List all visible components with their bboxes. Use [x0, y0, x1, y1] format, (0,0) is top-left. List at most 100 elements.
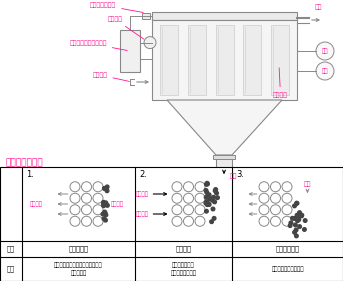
Text: 静圧: 静圧	[322, 68, 328, 74]
Circle shape	[102, 202, 105, 205]
Polygon shape	[167, 100, 282, 155]
Circle shape	[210, 220, 213, 223]
Bar	[216, 155, 232, 169]
Bar	[271, 25, 289, 95]
Circle shape	[209, 197, 212, 201]
Text: 粒子の捕集: 粒子の捕集	[69, 246, 88, 252]
Circle shape	[184, 193, 193, 203]
Circle shape	[70, 193, 80, 203]
Circle shape	[215, 191, 218, 195]
Text: ろ材への再付着がない: ろ材への再付着がない	[271, 266, 304, 272]
Circle shape	[282, 182, 292, 192]
Text: 排気: 排気	[315, 4, 322, 10]
Circle shape	[205, 182, 209, 185]
Circle shape	[271, 193, 281, 203]
Bar	[120, 30, 140, 72]
Bar	[152, 12, 297, 20]
Circle shape	[289, 221, 293, 225]
Circle shape	[271, 205, 281, 215]
Circle shape	[70, 205, 80, 215]
Bar	[152, 20, 297, 100]
Text: 落下: 落下	[304, 181, 311, 187]
Circle shape	[184, 182, 193, 192]
Bar	[215, 25, 234, 95]
Text: フィルタ: フィルタ	[273, 68, 288, 98]
Circle shape	[93, 182, 103, 192]
Circle shape	[298, 211, 301, 214]
Text: 機構: 機構	[7, 246, 15, 252]
Circle shape	[205, 183, 208, 186]
Text: 2.: 2.	[139, 170, 147, 179]
Circle shape	[172, 205, 182, 215]
Circle shape	[93, 205, 103, 215]
Bar	[243, 25, 261, 95]
Circle shape	[295, 201, 298, 205]
Circle shape	[282, 205, 292, 215]
Circle shape	[82, 205, 92, 215]
Text: 1.: 1.	[26, 170, 34, 179]
Circle shape	[293, 217, 297, 220]
Circle shape	[204, 189, 208, 192]
Circle shape	[303, 219, 307, 222]
Text: 清浄空気: 清浄空気	[30, 201, 43, 207]
Circle shape	[295, 201, 299, 205]
Text: ろ材がたわまず
粉塵の飛散がない: ろ材がたわまず 粉塵の飛散がない	[170, 262, 197, 276]
Circle shape	[211, 199, 215, 203]
Circle shape	[296, 219, 299, 223]
Circle shape	[103, 211, 107, 215]
Circle shape	[259, 216, 269, 226]
Circle shape	[205, 203, 209, 207]
Text: 絶圧: 絶圧	[322, 48, 328, 54]
Circle shape	[93, 216, 103, 226]
Circle shape	[70, 216, 80, 226]
Circle shape	[211, 207, 215, 211]
Circle shape	[303, 228, 306, 231]
Circle shape	[204, 195, 208, 199]
Circle shape	[70, 182, 80, 192]
Circle shape	[271, 182, 281, 192]
Circle shape	[195, 216, 205, 226]
Text: 逆洗機構: 逆洗機構	[176, 246, 191, 252]
Text: ろ材が緻密に積結されているため
濡れがない: ろ材が緻密に積結されているため 濡れがない	[54, 262, 103, 276]
Circle shape	[102, 204, 105, 208]
Circle shape	[212, 217, 216, 220]
Circle shape	[104, 218, 107, 222]
Text: 逆洗エア: 逆洗エア	[135, 191, 149, 197]
Circle shape	[104, 201, 108, 205]
Text: 逆洗エアバルブ: 逆洗エアバルブ	[90, 3, 143, 12]
Circle shape	[101, 212, 105, 216]
Circle shape	[102, 217, 106, 221]
Circle shape	[213, 189, 217, 193]
Circle shape	[207, 203, 211, 206]
Circle shape	[216, 196, 219, 200]
Circle shape	[295, 234, 298, 238]
Text: 3.: 3.	[236, 170, 244, 179]
Circle shape	[293, 204, 296, 208]
Circle shape	[288, 224, 292, 227]
Text: 含塵空気: 含塵空気	[110, 201, 123, 207]
Circle shape	[205, 209, 208, 213]
Circle shape	[214, 188, 217, 191]
Circle shape	[195, 205, 205, 215]
Circle shape	[105, 189, 109, 192]
Bar	[0, 167, 343, 281]
Text: 特長: 特長	[7, 266, 15, 272]
Circle shape	[295, 213, 299, 217]
Circle shape	[293, 230, 296, 234]
Circle shape	[294, 223, 297, 227]
Bar	[213, 155, 235, 159]
Circle shape	[300, 214, 303, 218]
Bar	[142, 13, 150, 19]
Circle shape	[144, 37, 156, 49]
Text: 自重落下捕集: 自重落下捕集	[275, 246, 299, 252]
Text: コントロールボックス: コントロールボックス	[69, 40, 127, 51]
Circle shape	[102, 200, 105, 204]
Circle shape	[296, 216, 300, 220]
Circle shape	[184, 205, 193, 215]
Circle shape	[316, 42, 334, 60]
Circle shape	[195, 193, 205, 203]
Circle shape	[103, 187, 106, 190]
Circle shape	[208, 193, 211, 197]
Circle shape	[106, 204, 109, 207]
Circle shape	[205, 191, 209, 194]
